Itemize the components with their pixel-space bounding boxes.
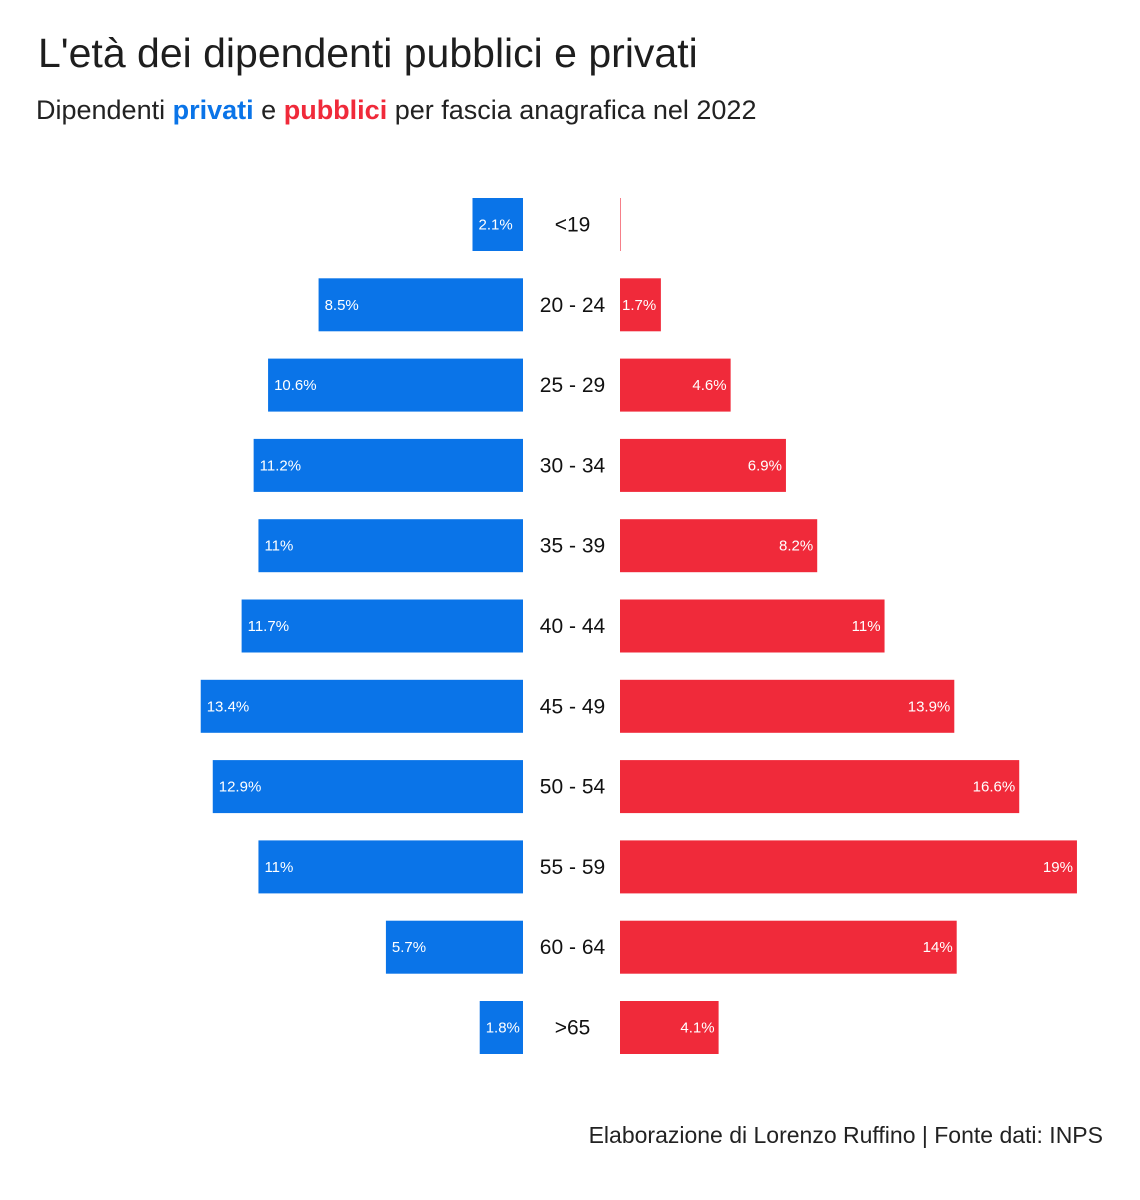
bar-label-public: 13.9% [908, 698, 951, 715]
age-group-label: 20 - 24 [540, 294, 606, 317]
bar-private [318, 278, 523, 332]
bar-public [620, 198, 621, 251]
age-group-label: 50 - 54 [540, 776, 606, 799]
bar-label-private: 8.5% [325, 297, 359, 314]
bar-public [620, 679, 955, 733]
age-group-label: 30 - 34 [540, 454, 606, 477]
age-group-label: 55 - 59 [540, 856, 605, 879]
bar-public [620, 519, 818, 573]
age-group-label: 40 - 44 [540, 615, 606, 638]
age-group-labels: <19 20 - 24 25 - 29 30 - 34 35 - 39 40 - 44 45… [540, 214, 606, 1040]
bar-public [620, 840, 1077, 894]
bar-private [212, 760, 523, 814]
bar-label-private: 12.9% [219, 779, 262, 796]
bar-private [258, 519, 523, 573]
subtitle-prefix: Dipendenti [36, 95, 166, 125]
bar-label-public: 19% [1043, 859, 1073, 876]
bar-public [620, 920, 957, 974]
chart-subtitle: Dipendenti privati e pubblici per fascia… [36, 95, 756, 126]
age-group-label: 35 - 39 [540, 535, 605, 558]
bar-private [200, 679, 524, 733]
bar-public [620, 358, 731, 412]
subtitle-connector: e [261, 95, 277, 125]
bar-label-public: 14% [923, 939, 953, 956]
bar-label-public: 11% [852, 618, 881, 635]
bar-label-private: 11.2% [260, 457, 301, 474]
bar-private [472, 198, 523, 251]
subtitle-suffix: per fascia anagrafica nel 2022 [394, 95, 757, 125]
bar-label-private: 11% [264, 538, 293, 555]
chart-title: L'età dei dipendenti pubblici e privati [38, 30, 698, 76]
bar-label-public: 16.6% [973, 779, 1016, 796]
bar-public [620, 1001, 719, 1054]
bar-label-private: 5.7% [392, 939, 426, 956]
bar-label-public: 4.6% [692, 377, 726, 394]
bar-private [258, 840, 523, 894]
source-caption: Elaborazione di Lorenzo Ruffino | Fonte … [588, 1122, 1103, 1148]
bar-public [620, 438, 786, 492]
public-series: 1.7% 4.6% 6.9% 8.2% 11% 13.9% 16.6% 19% 14% 4.1% [620, 198, 1077, 1054]
age-group-label: >65 [555, 1017, 591, 1040]
bar-label-public: 1.7% [622, 297, 656, 314]
bar-label-public: 8.2% [779, 538, 813, 555]
bar-private [479, 1001, 523, 1054]
bar-label-private: 10.6% [274, 377, 317, 394]
bar-label-public: 4.1% [680, 1020, 714, 1037]
age-group-label: 25 - 29 [540, 374, 605, 397]
bar-private [268, 358, 523, 412]
bar-private [385, 920, 523, 974]
bar-label-private: 1.8% [486, 1020, 520, 1037]
age-group-label: <19 [555, 214, 591, 237]
age-group-label: 45 - 49 [540, 695, 605, 718]
bar-label-private: 2.1% [478, 217, 512, 234]
bar-label-private: 13.4% [207, 698, 250, 715]
bar-public [620, 278, 661, 332]
bar-label-private: 11% [264, 859, 293, 876]
bar-private [241, 599, 524, 653]
bar-label-public: 6.9% [748, 457, 782, 474]
bar-public [620, 599, 885, 653]
legend-public-label: pubblici [283, 95, 388, 125]
legend-private-label: privati [172, 95, 254, 125]
bar-public [620, 760, 1020, 814]
bar-label-private: 11.7% [248, 618, 289, 635]
private-series: 2.1% 8.5% 10.6% 11.2% 11% 11.7% 13.4% 12.9% 11% 5… [200, 198, 524, 1054]
age-group-label: 60 - 64 [540, 936, 606, 959]
bar-private [253, 438, 523, 492]
